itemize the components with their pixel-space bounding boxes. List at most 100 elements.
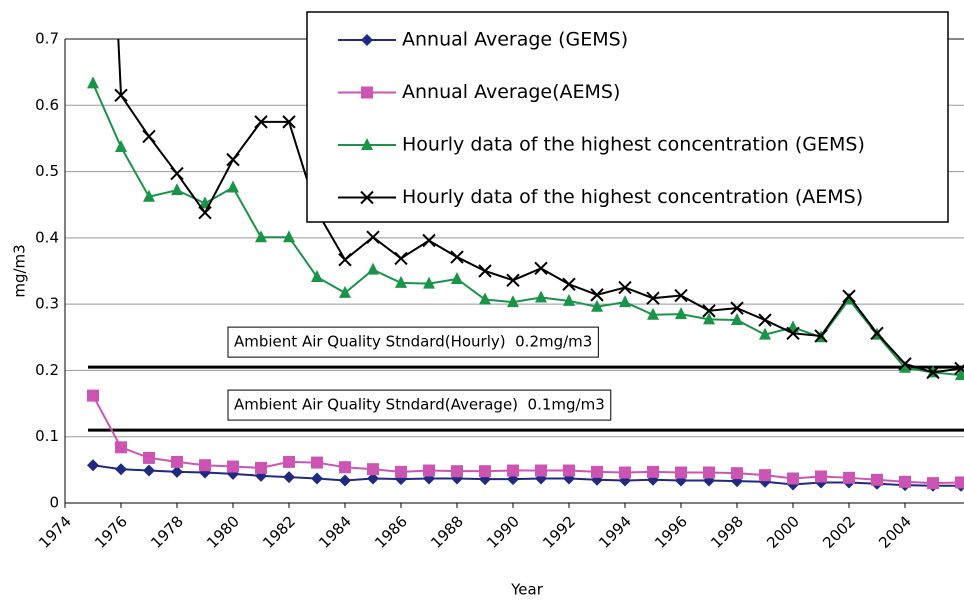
x-tick-label: 1996 <box>651 512 691 552</box>
x-tick-label: 1988 <box>427 512 467 552</box>
marker <box>255 230 267 243</box>
marker <box>171 455 183 468</box>
marker <box>198 205 212 220</box>
marker <box>87 459 99 472</box>
x-tick-label: 1998 <box>707 512 747 552</box>
marker <box>423 276 435 289</box>
marker <box>339 474 351 487</box>
x-tick-label: 1982 <box>259 512 299 552</box>
marker <box>563 464 575 477</box>
marker <box>675 466 687 479</box>
y-tick-label: 0.7 <box>35 30 59 48</box>
marker <box>702 304 716 318</box>
marker <box>479 292 491 305</box>
x-tick-label: 1978 <box>147 512 187 552</box>
marker <box>787 472 799 485</box>
marker <box>535 464 547 477</box>
marker <box>674 288 688 303</box>
legend: Annual Average (GEMS) Annual Average(AEMS… <box>306 11 949 223</box>
x-tick-label: 2000 <box>763 512 803 552</box>
y-tick-label: 0.2 <box>35 361 59 379</box>
marker <box>507 295 519 308</box>
marker <box>115 441 127 454</box>
marker <box>731 467 743 480</box>
marker <box>450 250 464 264</box>
y-tick-label: 0.6 <box>35 96 59 114</box>
marker <box>590 288 604 302</box>
annotation-box <box>227 326 599 358</box>
marker <box>507 464 519 477</box>
marker <box>871 473 883 486</box>
marker <box>311 456 323 469</box>
marker <box>361 138 373 150</box>
marker <box>311 472 323 485</box>
marker <box>255 461 267 474</box>
marker <box>199 459 211 472</box>
marker <box>535 290 547 303</box>
x-tick-label: 1994 <box>595 512 635 552</box>
marker <box>171 183 183 196</box>
marker <box>282 115 296 129</box>
marker <box>898 357 912 371</box>
x-tick-label: 1976 <box>91 512 131 552</box>
marker <box>115 140 127 153</box>
marker <box>618 280 632 295</box>
marker <box>955 476 964 489</box>
marker <box>143 464 155 477</box>
marker <box>703 312 715 325</box>
x-tick-label: 1990 <box>483 512 523 552</box>
marker <box>675 307 687 320</box>
marker <box>87 76 99 89</box>
x-tick-label: 2002 <box>819 512 859 552</box>
annotation-text: Ambient Air Quality Stndard(Hourly) 0.2m… <box>234 333 592 351</box>
x-axis-label: Year <box>510 581 544 599</box>
marker <box>423 464 435 477</box>
marker <box>955 368 964 381</box>
marker <box>842 289 856 303</box>
marker <box>367 472 379 485</box>
marker <box>591 299 603 312</box>
annotation-text: Ambient Air Quality Stndard(Average) 0.1… <box>234 396 605 414</box>
x-tick-label: 1980 <box>203 512 243 552</box>
marker <box>227 180 239 193</box>
marker <box>703 466 715 479</box>
y-tick-label: 0.1 <box>35 427 59 445</box>
marker <box>899 360 911 373</box>
annotation-box <box>227 389 612 421</box>
legend-label: Hourly data of the highest concentration… <box>402 186 863 208</box>
legend-label: Hourly data of the highest concentration… <box>402 134 865 156</box>
marker <box>283 455 295 468</box>
marker <box>563 293 575 306</box>
x-tick-label: 1984 <box>315 512 355 552</box>
marker <box>506 273 520 287</box>
marker <box>87 389 99 402</box>
marker <box>899 475 911 488</box>
marker <box>759 469 771 482</box>
marker <box>591 465 603 478</box>
marker <box>731 313 743 326</box>
y-tick-label: 0.5 <box>35 162 59 180</box>
marker <box>115 463 127 476</box>
marker <box>339 461 351 474</box>
marker <box>927 477 939 490</box>
plot-area <box>87 39 964 492</box>
marker <box>478 264 492 278</box>
marker <box>451 465 463 478</box>
marker <box>339 285 351 298</box>
marker <box>619 295 631 308</box>
x-tick-label: 2004 <box>875 512 915 552</box>
legend-box <box>306 11 949 223</box>
marker <box>843 471 855 484</box>
marker <box>758 313 772 327</box>
marker <box>422 233 436 248</box>
marker <box>283 471 295 484</box>
marker <box>451 271 463 284</box>
marker <box>479 465 491 478</box>
marker <box>815 470 827 483</box>
marker <box>647 307 659 320</box>
marker <box>954 361 964 376</box>
annotation: Ambient Air Quality Stndard(Average) 0.1… <box>227 389 612 421</box>
y-axis-label: mg/m3 <box>11 244 29 297</box>
series-line <box>92 464 961 487</box>
